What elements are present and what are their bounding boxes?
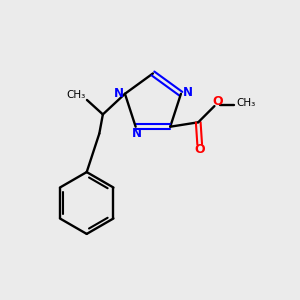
Text: O: O xyxy=(212,95,223,108)
Text: CH₃: CH₃ xyxy=(236,98,256,108)
Text: CH₃: CH₃ xyxy=(67,90,86,100)
Text: N: N xyxy=(132,127,142,140)
Text: N: N xyxy=(182,86,192,99)
Text: O: O xyxy=(194,143,205,156)
Text: N: N xyxy=(113,87,124,100)
